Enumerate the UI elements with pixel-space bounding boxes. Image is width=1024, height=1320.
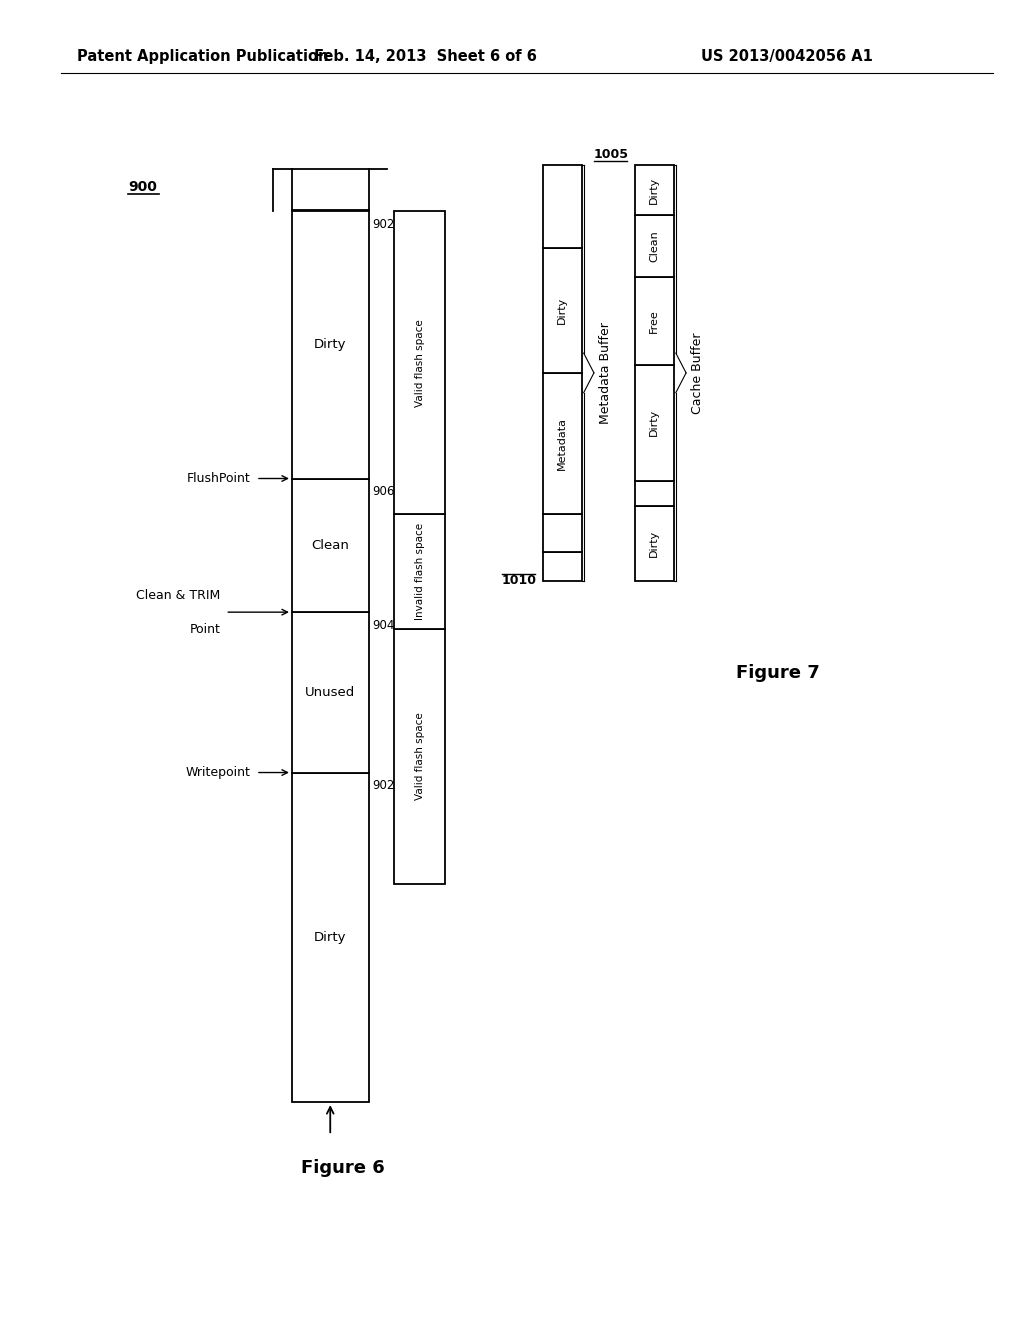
Bar <box>635 364 674 480</box>
Bar <box>394 628 445 884</box>
Text: Dirty: Dirty <box>314 931 346 944</box>
Text: Invalid flash space: Invalid flash space <box>415 523 425 620</box>
Bar <box>635 165 674 215</box>
Bar <box>543 515 582 552</box>
Text: Point: Point <box>189 623 220 636</box>
Text: 1005: 1005 <box>594 148 629 161</box>
Bar <box>635 480 674 506</box>
Text: Valid flash space: Valid flash space <box>415 319 425 407</box>
Bar <box>635 506 674 581</box>
Text: 902: 902 <box>373 779 395 792</box>
Text: Clean: Clean <box>311 539 349 552</box>
Text: FlushPoint: FlushPoint <box>187 473 251 484</box>
Text: Valid flash space: Valid flash space <box>415 713 425 800</box>
Text: Dirty: Dirty <box>649 529 659 557</box>
Bar <box>292 479 369 612</box>
Text: 900: 900 <box>128 180 157 194</box>
Bar <box>292 772 369 1102</box>
Bar <box>543 552 582 581</box>
Bar <box>635 215 674 277</box>
Text: Cache Buffer: Cache Buffer <box>691 333 705 413</box>
Text: Writepoint: Writepoint <box>186 766 251 779</box>
Text: US 2013/0042056 A1: US 2013/0042056 A1 <box>701 49 873 65</box>
Bar <box>292 211 369 479</box>
Text: Figure 7: Figure 7 <box>736 664 820 682</box>
Text: Clean: Clean <box>649 230 659 261</box>
Bar <box>543 248 582 372</box>
Text: Patent Application Publication: Patent Application Publication <box>77 49 329 65</box>
Text: Dirty: Dirty <box>314 338 346 351</box>
Text: Metadata: Metadata <box>557 417 567 470</box>
Bar <box>543 372 582 515</box>
Bar <box>635 277 674 364</box>
Text: Figure 6: Figure 6 <box>301 1159 385 1177</box>
Text: Clean & TRIM: Clean & TRIM <box>136 589 220 602</box>
Bar <box>394 513 445 628</box>
Bar <box>292 612 369 772</box>
Text: Dirty: Dirty <box>649 409 659 437</box>
Text: Dirty: Dirty <box>649 177 659 203</box>
Text: 906: 906 <box>373 486 395 498</box>
Text: 1010: 1010 <box>502 574 537 587</box>
Bar <box>543 165 582 248</box>
Text: Free: Free <box>649 309 659 333</box>
Text: Feb. 14, 2013  Sheet 6 of 6: Feb. 14, 2013 Sheet 6 of 6 <box>313 49 537 65</box>
Text: 902: 902 <box>373 218 395 231</box>
Text: Unused: Unused <box>305 686 355 698</box>
Text: Metadata Buffer: Metadata Buffer <box>599 322 612 424</box>
Text: Dirty: Dirty <box>557 297 567 325</box>
Bar <box>394 211 445 513</box>
Text: 904: 904 <box>373 619 395 632</box>
